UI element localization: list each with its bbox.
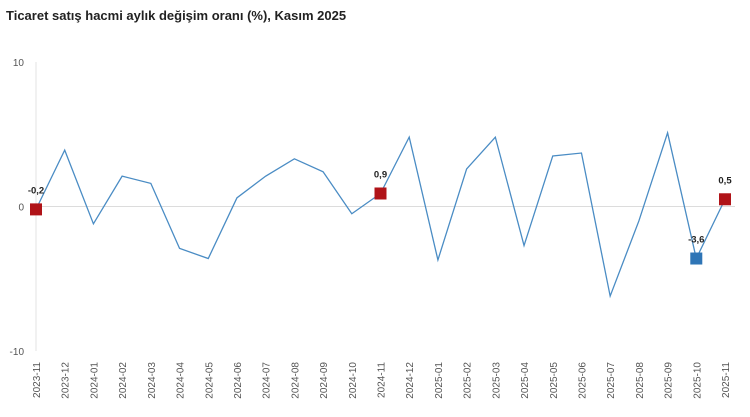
- x-tick-label: 2025-06: [577, 362, 588, 399]
- x-tick-label: 2025-03: [491, 362, 502, 399]
- x-tick-label: 2024-01: [89, 362, 100, 399]
- x-tick-label: 2025-08: [635, 362, 646, 399]
- x-tick-label: 2023-11: [32, 362, 43, 398]
- x-tick-label: 2025-10: [692, 362, 703, 399]
- x-tick-label: 2024-09: [319, 362, 330, 399]
- x-tick-label: 2024-10: [348, 362, 359, 399]
- series-line: [35, 130, 726, 299]
- x-tick-label: 2025-07: [606, 362, 617, 399]
- x-tick-label: 2024-11: [377, 362, 388, 398]
- data-label: -3,6: [688, 235, 704, 246]
- x-tick-label: 2025-05: [549, 362, 560, 399]
- data-label: 0,5: [718, 175, 732, 186]
- y-tick-label: -10: [10, 347, 25, 358]
- y-tick-label: 0: [18, 203, 24, 214]
- x-tick-label: 2025-11: [721, 362, 732, 398]
- x-tick-label: 2024-08: [290, 362, 301, 399]
- x-tick-label: 2024-04: [176, 362, 187, 399]
- data-label: -0,2: [28, 185, 44, 196]
- x-tick-label: 2024-05: [204, 362, 215, 399]
- x-tick-label: 2024-06: [233, 362, 244, 399]
- data-label: 0,9: [374, 169, 387, 180]
- x-tick-label: 2023-12: [61, 362, 72, 399]
- x-tick-label: 2025-01: [434, 362, 445, 399]
- x-tick-label: 2025-04: [520, 362, 531, 399]
- data-point-marker: [690, 252, 703, 265]
- x-tick-label: 2025-09: [664, 362, 675, 399]
- x-tick-label: 2024-07: [262, 362, 273, 399]
- data-point-marker: [719, 193, 731, 206]
- y-tick-label: 10: [13, 58, 25, 69]
- x-tick-label: 2024-02: [118, 362, 129, 399]
- x-tick-label: 2024-03: [147, 362, 158, 399]
- x-tick-label: 2025-02: [463, 362, 474, 399]
- x-tick-label: 2024-12: [405, 362, 416, 399]
- chart-title: Ticaret satış hacmi aylık değişim oranı …: [6, 8, 347, 23]
- data-point-marker: [374, 187, 387, 200]
- data-point-marker: [30, 203, 42, 216]
